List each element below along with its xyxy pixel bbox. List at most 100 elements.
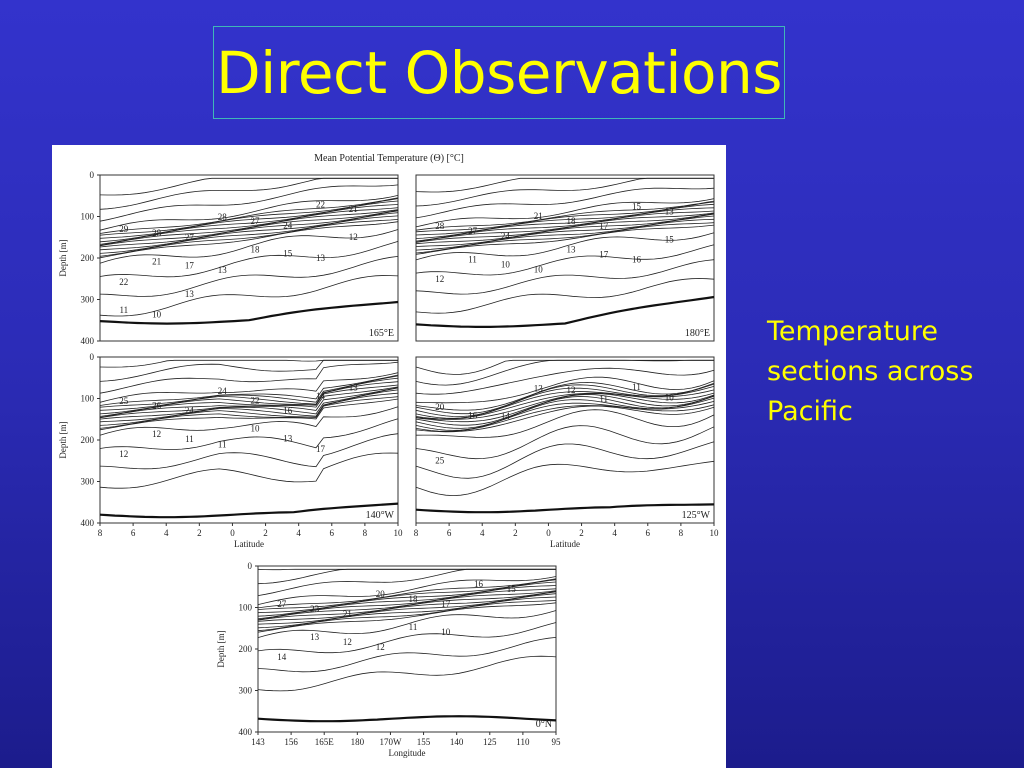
isotherm-line (257, 588, 557, 620)
isotherm-line (415, 393, 715, 420)
isotherm-line (99, 418, 399, 450)
isotherm-line (99, 200, 399, 239)
contour-label: 12 (343, 637, 352, 647)
x-tick-label: 6 (131, 528, 136, 538)
isotherm-10-line (415, 295, 715, 328)
contour-label: 27 (277, 599, 287, 609)
y-tick-label: 400 (81, 336, 95, 346)
isotherm-line (257, 596, 557, 629)
y-tick-label: 300 (81, 295, 95, 305)
isotherm-line (99, 184, 399, 222)
contour-label: 17 (599, 221, 609, 231)
x-tick-label: 8 (98, 528, 103, 538)
isotherm-line (415, 218, 715, 251)
contour-label: 18 (409, 594, 419, 604)
isotherm-line (99, 377, 399, 411)
isotherm-line (99, 198, 399, 236)
contour-label: 12 (152, 429, 161, 439)
x-tick-label: 125 (483, 737, 497, 747)
x-axis-label: Longitude (389, 748, 426, 758)
isotherm-line (415, 405, 715, 433)
isotherm-line (99, 229, 399, 264)
contour-label: 28 (152, 228, 162, 238)
isotherm-line (99, 406, 399, 436)
x-tick-label: 6 (646, 528, 651, 538)
contour-label: 24 (283, 220, 293, 230)
isotherm-line (99, 215, 399, 254)
y-axis-label: Depth [m] (58, 421, 68, 458)
contour-label: 11 (119, 305, 128, 315)
contour-label: 21 (349, 204, 358, 214)
isotherm-line (99, 387, 399, 419)
x-tick-label: 4 (296, 528, 301, 538)
contour-label: 16 (632, 254, 642, 264)
isotherm-line (415, 367, 715, 395)
isotherm-line (415, 409, 715, 438)
isotherm-line (415, 381, 715, 411)
contour-label: 21 (534, 211, 543, 221)
isotherm-line (99, 275, 399, 317)
contour-label: 10 (501, 259, 511, 269)
contour-label: 15 (632, 201, 642, 211)
contour-label: 24 (501, 231, 511, 241)
contour-label: 17 (185, 261, 195, 271)
y-tick-label: 0 (248, 561, 253, 571)
x-tick-label: 2 (579, 528, 584, 538)
isotherm-line (415, 232, 715, 261)
isotherm-line (257, 590, 557, 621)
contour-label: 25 (435, 455, 445, 465)
contour-label: 10 (152, 310, 162, 320)
y-tick-label: 0 (90, 352, 95, 362)
contour-label: 29 (119, 224, 129, 234)
y-tick-label: 400 (239, 727, 253, 737)
isotherm-line (415, 187, 715, 219)
x-axis-label: Latitude (234, 539, 264, 549)
isotherm-line (415, 198, 715, 228)
x-tick-label: 8 (414, 528, 419, 538)
isotherm-line (99, 210, 399, 248)
contour-label: 10 (665, 393, 675, 403)
isotherm-line (415, 278, 715, 314)
isotherm-line (415, 213, 715, 243)
contour-label: 11 (468, 254, 477, 264)
isotherm-10-line (415, 503, 715, 514)
isotherm-line (99, 375, 399, 408)
isotherm-line (415, 386, 715, 418)
title-box: Direct Observations (213, 26, 785, 119)
x-tick-label: 156 (284, 737, 298, 747)
isotherm-line (415, 177, 714, 207)
contour-label: 13 (349, 383, 359, 393)
contour-label: 17 (599, 249, 609, 259)
slide-caption: Temperature sections across Pacific (767, 312, 1007, 432)
y-tick-label: 200 (81, 435, 95, 445)
contour-label: 12 (435, 274, 444, 284)
contour-label: 11 (409, 622, 418, 632)
x-tick-label: 110 (516, 737, 530, 747)
isotherm-line (99, 398, 399, 431)
isotherm-line (99, 372, 399, 403)
contour-label: 16 (283, 405, 293, 415)
contour-label: 15 (665, 235, 675, 245)
contour-label: 14 (277, 652, 287, 662)
isotherm-line (415, 212, 715, 243)
x-tick-label: 8 (679, 528, 684, 538)
x-tick-label: 4 (164, 528, 169, 538)
y-tick-label: 300 (239, 686, 253, 696)
contour-label: 15 (283, 249, 293, 259)
x-tick-label: 0 (230, 528, 235, 538)
isotherm-line (99, 387, 399, 420)
x-tick-label: 8 (363, 528, 368, 538)
isotherm-line (99, 221, 399, 259)
isotherm-10-line (99, 502, 399, 519)
isotherm-line (99, 374, 399, 406)
isotherm-line (415, 244, 715, 276)
contour-label: 12 (376, 642, 385, 652)
isotherm-line (257, 585, 557, 617)
contour-label: 26 (152, 401, 162, 411)
contour-label: 10 (441, 627, 451, 637)
contour-label: 20 (376, 589, 386, 599)
isotherm-line (99, 361, 399, 394)
x-tick-label: 2 (263, 528, 268, 538)
y-tick-label: 100 (81, 394, 95, 404)
